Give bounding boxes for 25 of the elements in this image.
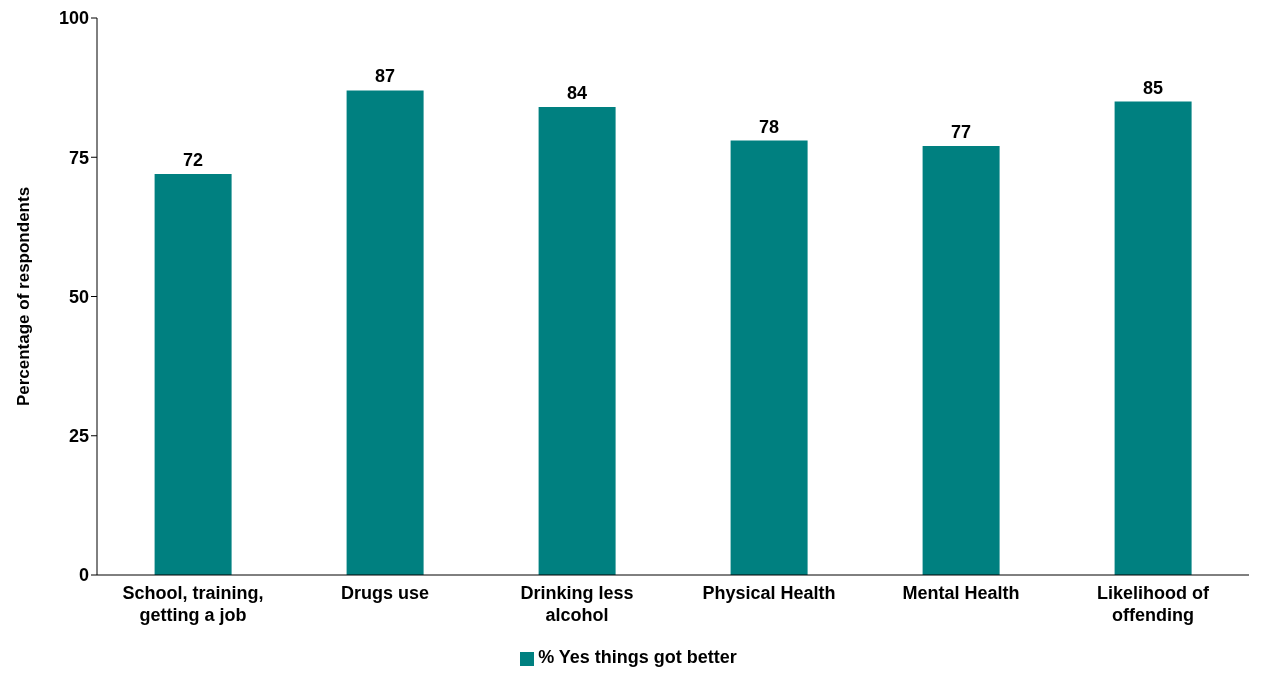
data-label: 84: [567, 83, 588, 104]
x-tick-label: Likelihood of offending: [1097, 583, 1210, 625]
data-label: 78: [759, 116, 780, 137]
bar: [154, 173, 232, 575]
data-label: 85: [1143, 77, 1164, 98]
data-label: 77: [951, 122, 972, 143]
bar: [346, 90, 424, 575]
data-label: 72: [183, 149, 204, 170]
bar: [1114, 101, 1192, 575]
x-tick-label: Drinking less alcohol: [520, 583, 634, 625]
x-tick-label: Mental Health: [902, 583, 1020, 603]
x-tick-label: Drugs use: [340, 583, 430, 603]
y-axis-title: Percentage of respondents: [14, 186, 34, 407]
y-tick-label: 25: [68, 426, 89, 447]
y-tick-label: 75: [68, 147, 89, 168]
data-label: 87: [375, 66, 396, 87]
y-tick-label: 50: [68, 286, 89, 307]
y-tick-label: 100: [58, 8, 89, 29]
x-tick-label: Physical Health: [702, 583, 836, 603]
bar: [538, 107, 616, 575]
bar: [730, 140, 808, 575]
legend-label: % Yes things got better: [538, 647, 737, 667]
x-tick-label: School, training, getting a job: [122, 583, 264, 625]
y-tick-label: 0: [78, 565, 89, 586]
bar: [922, 146, 1000, 575]
